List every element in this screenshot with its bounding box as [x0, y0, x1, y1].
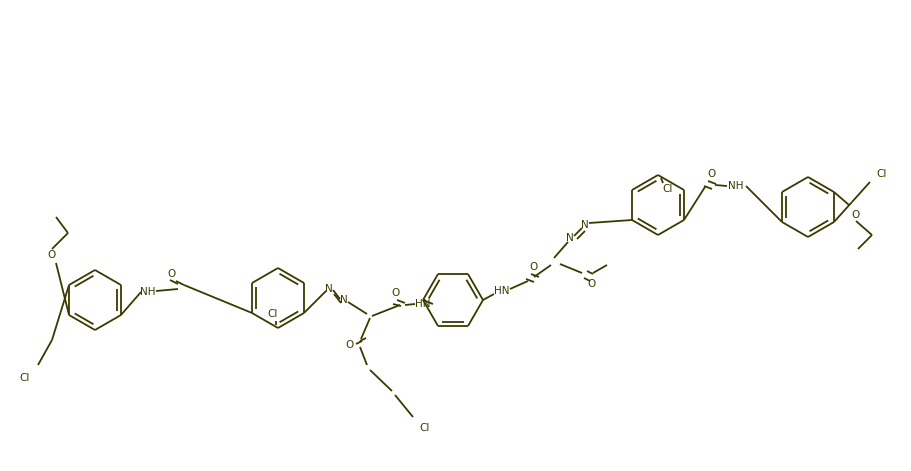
Text: N: N — [581, 220, 589, 230]
Text: NH: NH — [140, 287, 156, 297]
Text: Cl: Cl — [420, 423, 430, 433]
Text: O: O — [48, 250, 56, 260]
Text: N: N — [566, 233, 574, 243]
Text: O: O — [530, 262, 538, 272]
Text: HN: HN — [495, 286, 510, 296]
Text: O: O — [168, 269, 176, 279]
Text: N: N — [340, 295, 348, 305]
Text: Cl: Cl — [876, 169, 887, 179]
Text: O: O — [588, 279, 596, 289]
Text: Cl: Cl — [268, 309, 278, 319]
Text: O: O — [391, 288, 399, 298]
Text: Cl: Cl — [20, 373, 30, 383]
Text: HN: HN — [415, 299, 431, 309]
Text: O: O — [852, 210, 860, 220]
Text: O: O — [346, 340, 354, 350]
Text: O: O — [708, 169, 716, 179]
Text: Cl: Cl — [663, 184, 673, 194]
Text: N: N — [325, 284, 333, 294]
Text: NH: NH — [728, 181, 743, 191]
